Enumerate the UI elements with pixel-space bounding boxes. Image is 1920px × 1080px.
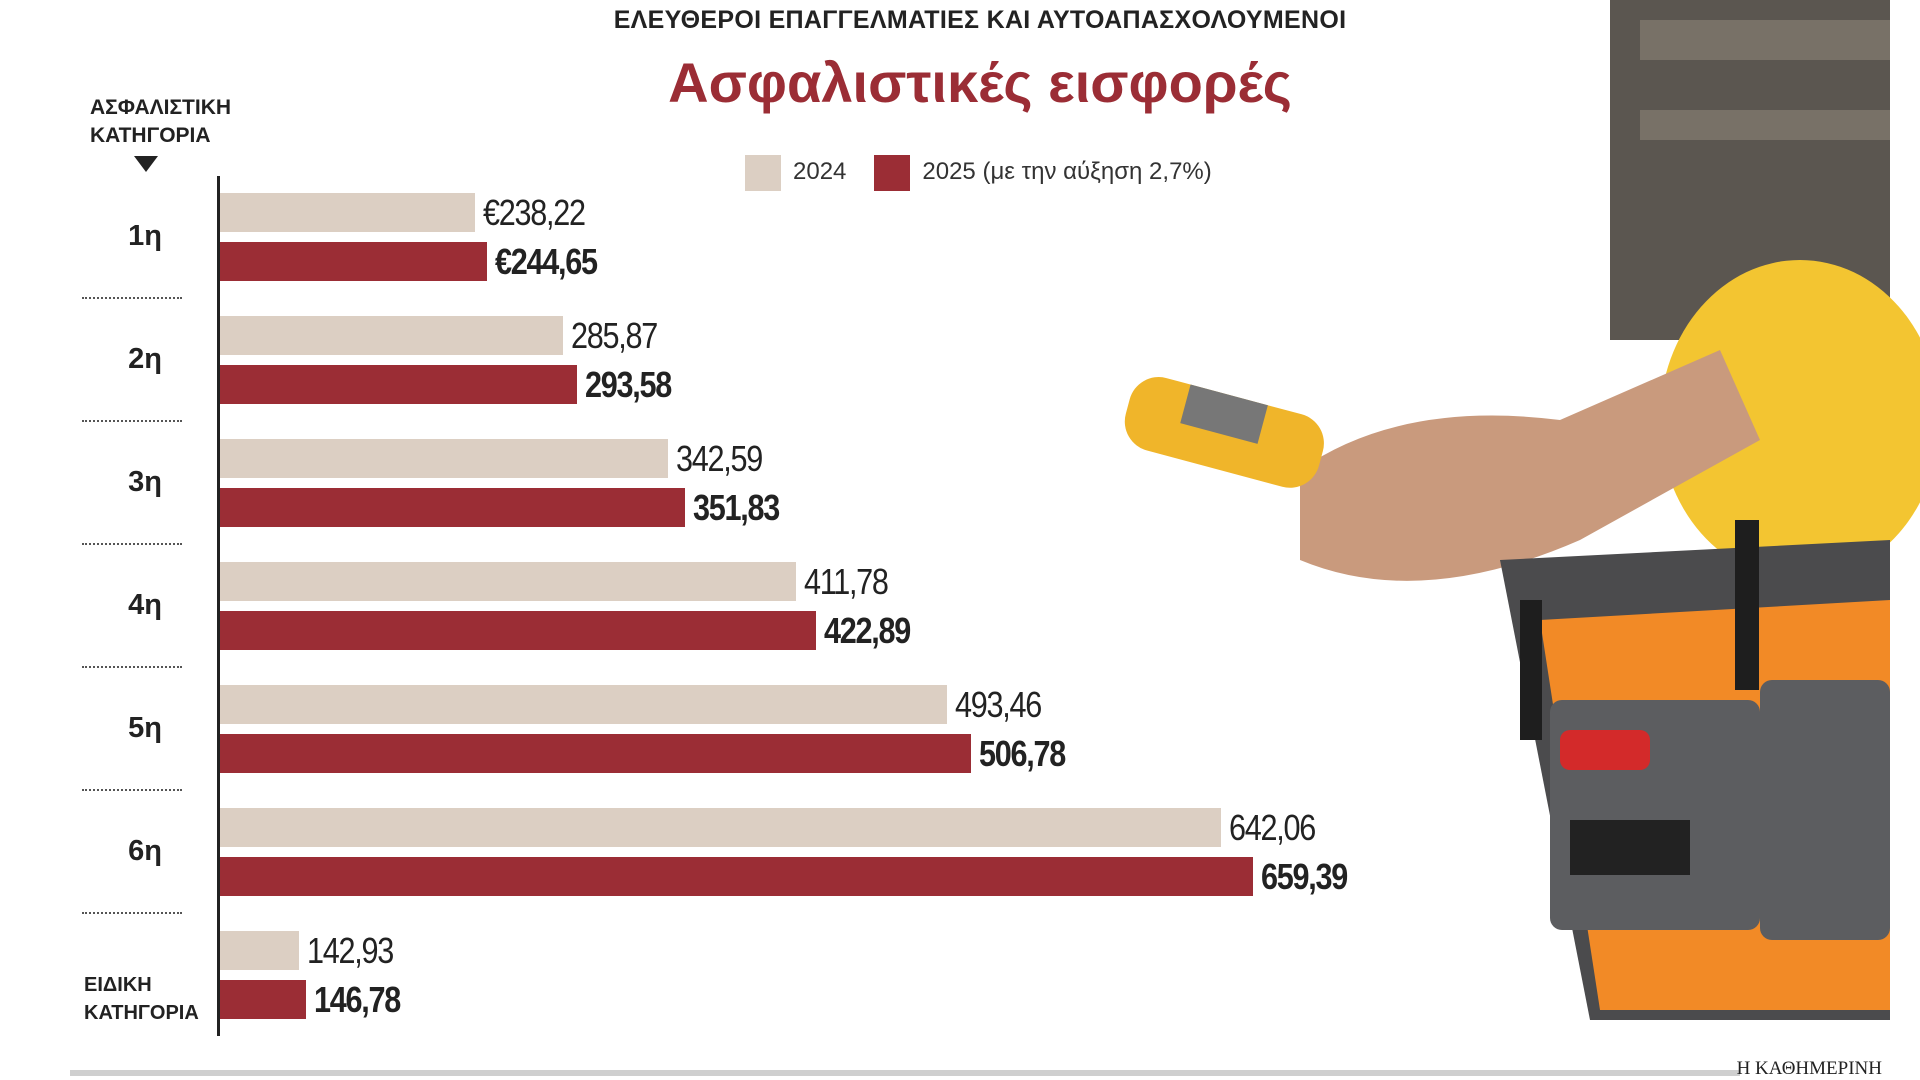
multimeter-screen	[1180, 384, 1268, 444]
bar	[220, 980, 307, 1019]
value-label: 351,83	[693, 487, 780, 528]
helmet	[1660, 260, 1920, 580]
bar	[220, 734, 972, 773]
tool-pouch	[1760, 680, 1890, 940]
category-label: 2η	[128, 343, 162, 375]
bar	[220, 562, 796, 601]
y-axis-title: ΑΣΦΑΛΙΣΤΙΚΗ ΚΑΤΗΓΟΡΙΑ	[90, 96, 232, 147]
bar	[220, 439, 668, 478]
bar	[220, 931, 300, 970]
legend-label: 2025 (με την αύξηση 2,7%)	[922, 158, 1212, 185]
arm	[1300, 350, 1760, 581]
row-separator	[82, 666, 182, 668]
shirt-pattern	[1640, 20, 1890, 60]
value-label: 285,87	[571, 315, 658, 356]
value-label: 506,78	[979, 733, 1066, 774]
shirt-pattern	[1640, 110, 1890, 140]
row-separator	[82, 543, 182, 545]
bar	[220, 857, 1253, 896]
legend-swatch	[874, 155, 911, 191]
bar	[220, 685, 947, 724]
row-separator	[82, 789, 182, 791]
screwdriver	[1520, 600, 1542, 740]
value-label: 659,39	[1261, 856, 1348, 897]
screwdriver	[1735, 520, 1759, 690]
chart-title: Ασφαλιστικές εισφορές	[668, 51, 1292, 114]
axis-line	[217, 176, 220, 1036]
pouch-label	[1570, 820, 1690, 875]
bar	[220, 242, 488, 281]
value-label: €238,22	[483, 192, 586, 233]
value-label: 642,06	[1229, 807, 1316, 848]
tape	[1560, 730, 1650, 770]
row-separator	[82, 912, 182, 914]
value-label: 146,78	[314, 979, 401, 1020]
value-label: 493,46	[954, 684, 1042, 725]
row-separator	[82, 420, 182, 422]
value-label: 342,59	[675, 438, 763, 479]
value-label: 142,93	[307, 930, 394, 971]
legend-label: 2024	[793, 158, 847, 185]
bar	[220, 193, 476, 232]
value-label: €244,65	[495, 241, 598, 282]
value-label: 293,58	[585, 364, 672, 405]
chart-supertitle: ΕΛΕΥΘΕΡΟΙ ΕΠΑΓΓΕΛΜΑΤΙΕΣ ΚΑΙ ΑΥΤΟΑΠΑΣΧΟΛΟ…	[613, 6, 1347, 34]
category-label: 3η	[128, 466, 162, 498]
value-label: 411,78	[803, 561, 889, 602]
legend-swatch	[745, 155, 781, 191]
row-separator	[82, 297, 182, 299]
bar	[220, 365, 578, 404]
category-label: ΕΙΔΙΚΗ ΚΑΤΗΓΟΡΙΑ	[84, 974, 199, 1024]
bar	[220, 316, 564, 355]
category-label: 1η	[128, 220, 162, 252]
value-label: 422,89	[824, 610, 911, 651]
arrow	[134, 156, 158, 172]
category-label: 4η	[128, 589, 162, 621]
bar	[220, 611, 817, 650]
bar	[220, 808, 1221, 847]
category-label: 6η	[128, 835, 162, 867]
source: Η ΚΑΘΗΜΕΡΙΝΗ	[1736, 1058, 1882, 1079]
footer-rule	[70, 1070, 1740, 1076]
category-label: 5η	[128, 712, 162, 744]
bar	[220, 488, 686, 527]
